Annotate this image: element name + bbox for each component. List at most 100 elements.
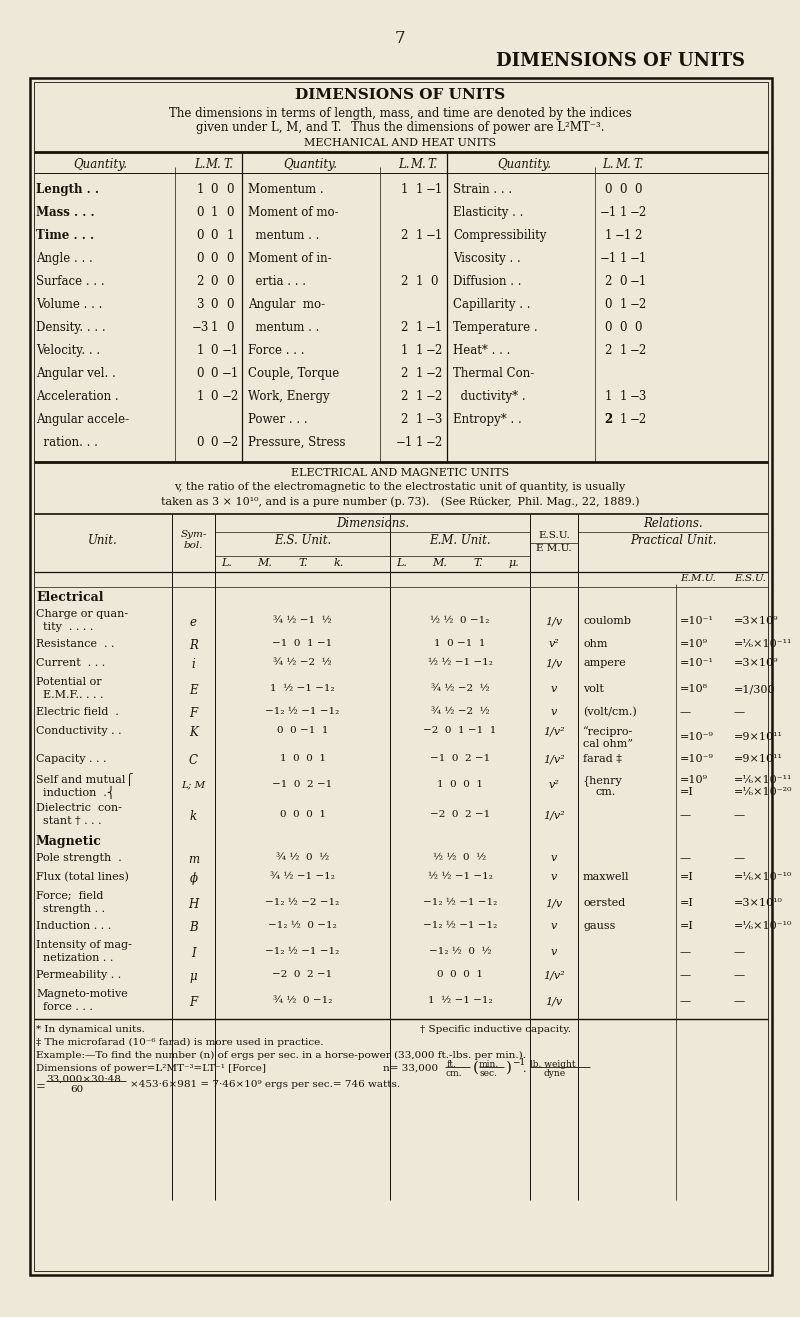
Text: 0: 0	[619, 183, 626, 196]
Text: v: v	[551, 947, 557, 957]
Text: 0: 0	[210, 436, 218, 449]
Text: Acceleration .: Acceleration .	[36, 390, 118, 403]
Text: −1₂ ½ −1 −1₂: −1₂ ½ −1 −1₂	[266, 947, 340, 956]
Text: −1: −1	[426, 321, 442, 335]
Text: −1₂ ½ −2 −1₂: −1₂ ½ −2 −1₂	[266, 898, 340, 907]
Text: 1: 1	[196, 183, 204, 196]
Text: −1₂ ½  0 −1₂: −1₂ ½ 0 −1₂	[268, 921, 337, 930]
Text: −2  0  1 −1  1: −2 0 1 −1 1	[423, 726, 497, 735]
Text: volt: volt	[583, 684, 604, 694]
Text: k.: k.	[334, 558, 344, 568]
Text: —: —	[734, 996, 745, 1006]
Text: 1: 1	[415, 183, 422, 196]
Text: Intensity of mag-: Intensity of mag-	[36, 940, 132, 950]
Text: —: —	[734, 810, 745, 820]
Text: 0: 0	[210, 390, 218, 403]
Text: oersted: oersted	[583, 898, 626, 907]
Text: 0: 0	[210, 367, 218, 381]
Text: 1: 1	[619, 298, 626, 311]
Text: 2: 2	[400, 367, 408, 381]
Text: −1₂ ½  0  ½: −1₂ ½ 0 ½	[429, 947, 491, 956]
Text: cal ohm”: cal ohm”	[583, 739, 633, 749]
Text: 1: 1	[400, 344, 408, 357]
Text: 0  0  0  1: 0 0 0 1	[279, 810, 326, 819]
Text: 2: 2	[400, 275, 408, 288]
Text: =⅙×10⁻²⁰: =⅙×10⁻²⁰	[734, 788, 793, 797]
Text: Angular accele-: Angular accele-	[36, 414, 129, 425]
Text: Compressibility: Compressibility	[453, 229, 546, 242]
Text: −1: −1	[222, 367, 238, 381]
Text: μ.: μ.	[509, 558, 519, 568]
Text: =1/300: =1/300	[734, 684, 776, 694]
Text: =I: =I	[680, 872, 694, 882]
Text: =10⁸: =10⁸	[680, 684, 708, 694]
Text: Mass . . .: Mass . . .	[36, 205, 94, 219]
Text: =10⁻¹: =10⁻¹	[680, 658, 714, 668]
Text: DIMENSIONS OF UNITS: DIMENSIONS OF UNITS	[295, 88, 505, 101]
Text: 1: 1	[619, 252, 626, 265]
Text: E.S. Unit.: E.S. Unit.	[274, 533, 331, 547]
Text: F: F	[190, 996, 198, 1009]
Text: Unit.: Unit.	[88, 533, 118, 547]
Text: cm.: cm.	[596, 788, 616, 797]
Text: v: v	[551, 921, 557, 931]
Text: 0: 0	[196, 367, 204, 381]
Text: T.: T.	[474, 558, 482, 568]
Text: Thermal Con-: Thermal Con-	[453, 367, 534, 381]
Text: 1: 1	[226, 229, 234, 242]
Text: v: v	[551, 853, 557, 863]
Text: ¾ ½  0  ½: ¾ ½ 0 ½	[276, 853, 329, 863]
Text: ×453·6×981 = 7·46×10⁹ ergs per sec.= 746 watts.: ×453·6×981 = 7·46×10⁹ ergs per sec.= 746…	[130, 1080, 400, 1089]
Text: 1: 1	[415, 275, 422, 288]
Text: Quantity.: Quantity.	[497, 158, 551, 171]
Text: ‡ The microfarad (10⁻⁶ farad) is more used in practice.: ‡ The microfarad (10⁻⁶ farad) is more us…	[36, 1038, 323, 1047]
Text: 2: 2	[400, 229, 408, 242]
Text: Elasticity . .: Elasticity . .	[453, 205, 523, 219]
Text: Magneto-motive: Magneto-motive	[36, 989, 128, 1000]
Text: −2  0  2 −1: −2 0 2 −1	[272, 971, 333, 979]
Text: —: —	[680, 810, 691, 820]
Text: 0: 0	[196, 205, 204, 219]
Text: 0: 0	[210, 229, 218, 242]
Text: —: —	[734, 853, 745, 863]
Text: −2: −2	[426, 344, 442, 357]
Text: maxwell: maxwell	[583, 872, 630, 882]
Text: Length . .: Length . .	[36, 183, 99, 196]
Text: M.: M.	[410, 158, 426, 171]
Text: =10⁹: =10⁹	[680, 774, 708, 785]
Text: μ: μ	[190, 971, 198, 982]
Text: Moment of in-: Moment of in-	[248, 252, 332, 265]
Text: i: i	[192, 658, 195, 670]
Text: Temperature .: Temperature .	[453, 321, 538, 335]
Text: −1₂ ½ −1 −1₂: −1₂ ½ −1 −1₂	[423, 921, 497, 930]
Text: “reciprо-: “reciprо-	[583, 726, 634, 736]
Text: 1: 1	[210, 321, 218, 335]
Text: 0: 0	[226, 183, 234, 196]
Text: 0: 0	[226, 205, 234, 219]
Text: mentum . .: mentum . .	[248, 321, 319, 335]
Text: Viscosity . .: Viscosity . .	[453, 252, 521, 265]
Text: 0  0 −1  1: 0 0 −1 1	[277, 726, 328, 735]
Text: The dimensions in terms of length, mass, and time are denoted by the indices: The dimensions in terms of length, mass,…	[169, 107, 631, 120]
Text: −1: −1	[630, 275, 646, 288]
Text: ¾ ½ −1 −1₂: ¾ ½ −1 −1₂	[270, 872, 335, 881]
Text: ½ ½  0  ½: ½ ½ 0 ½	[434, 853, 486, 863]
Text: Force . . .: Force . . .	[248, 344, 305, 357]
Text: sec.: sec.	[479, 1069, 497, 1079]
Text: 0: 0	[604, 183, 612, 196]
Text: =: =	[36, 1080, 46, 1093]
Text: −2: −2	[222, 390, 238, 403]
Text: 7: 7	[394, 30, 406, 47]
Text: Volume . . .: Volume . . .	[36, 298, 102, 311]
Text: 1: 1	[415, 367, 422, 381]
Text: mentum . .: mentum . .	[248, 229, 319, 242]
Text: ½ ½ −1 −1₂: ½ ½ −1 −1₂	[427, 872, 493, 881]
Text: given under L, M, and T.  Thus the dimensions of power are L²MT⁻³.: given under L, M, and T. Thus the dimens…	[196, 121, 604, 134]
Text: farad ‡: farad ‡	[583, 755, 622, 764]
Text: −2: −2	[426, 367, 442, 381]
Text: † Specific inductive capacity.: † Specific inductive capacity.	[420, 1025, 571, 1034]
Text: Capacity . . .: Capacity . . .	[36, 755, 106, 764]
Text: 2: 2	[634, 229, 642, 242]
Text: I: I	[191, 947, 196, 960]
Text: −1₂ ½ −1 −1₂: −1₂ ½ −1 −1₂	[266, 707, 340, 716]
